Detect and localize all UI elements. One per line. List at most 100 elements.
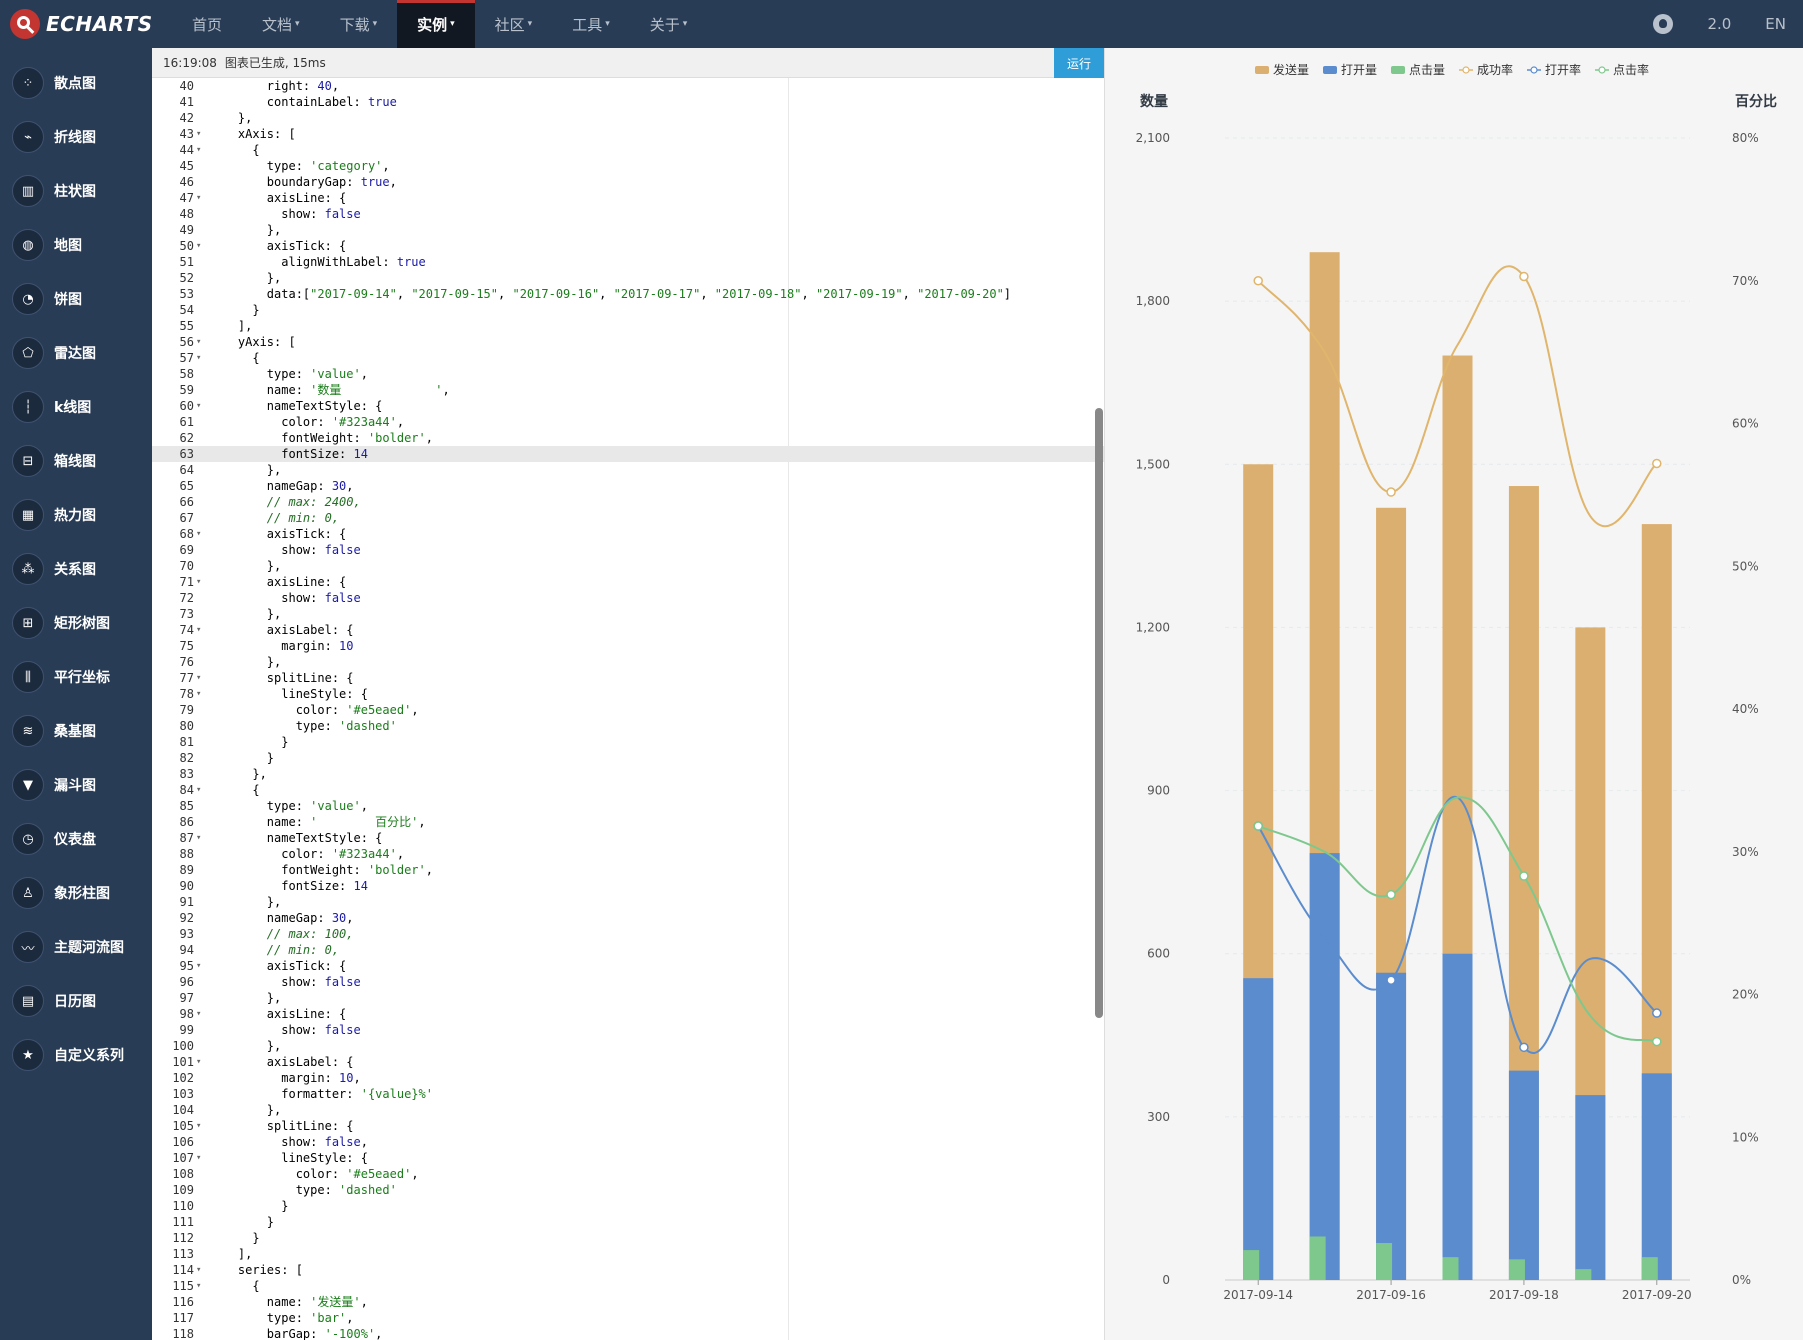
- sidebar-item-10[interactable]: ⊞ 矩形树图: [0, 596, 152, 650]
- line-number: 81: [179, 735, 194, 749]
- code-text: formatter: '{value}%': [209, 1087, 433, 1101]
- fold-toggle-icon[interactable]: ▾: [196, 1153, 202, 1163]
- fold-toggle-icon[interactable]: ▾: [196, 1265, 202, 1275]
- sidebar-item-14[interactable]: ◷ 仪表盘: [0, 812, 152, 866]
- code-text: data:["2017-09-14", "2017-09-15", "2017-…: [209, 287, 1012, 301]
- language-switch[interactable]: EN: [1765, 15, 1786, 33]
- code-editor[interactable]: 40 right: 40, 41 containLabel: true 42 }, 4…: [152, 78, 1104, 1340]
- fold-toggle-icon[interactable]: ▾: [196, 193, 202, 203]
- legend-swatch[interactable]: [1323, 66, 1337, 74]
- legend-swatch[interactable]: [1462, 66, 1470, 74]
- point-点击率[interactable]: [1386, 889, 1396, 900]
- line-number: 83: [179, 767, 194, 781]
- fold-toggle-icon[interactable]: ▾: [196, 145, 202, 155]
- fold-toggle-icon[interactable]: ▾: [196, 1121, 202, 1131]
- nav-item-3[interactable]: 实例 ▾: [397, 0, 475, 48]
- code-text: },: [209, 655, 282, 669]
- sidebar-item-17[interactable]: ▤ 日历图: [0, 974, 152, 1028]
- sidebar-item-4[interactable]: ◔ 饼图: [0, 272, 152, 326]
- legend-swatch[interactable]: [1530, 66, 1538, 74]
- version-link[interactable]: 2.0: [1707, 15, 1732, 33]
- bar-打开量[interactable]: [1309, 853, 1340, 1280]
- sidebar-item-8[interactable]: ▦ 热力图: [0, 488, 152, 542]
- sidebar-item-13[interactable]: ▼ 漏斗图: [0, 758, 152, 812]
- fold-toggle-icon[interactable]: ▾: [196, 1057, 202, 1067]
- code-line: 103 formatter: '{value}%': [152, 1086, 1104, 1102]
- point-点击率[interactable]: [1519, 871, 1529, 881]
- point-点击率[interactable]: [1652, 1036, 1662, 1047]
- nav-item-4[interactable]: 社区 ▾: [475, 0, 553, 48]
- legend-swatch[interactable]: [1391, 66, 1405, 74]
- bar-点击量[interactable]: [1508, 1259, 1525, 1280]
- print-margin: [788, 78, 789, 1340]
- legend-swatch[interactable]: [1598, 66, 1606, 74]
- bar-打开量[interactable]: [1442, 953, 1473, 1280]
- nav-item-5[interactable]: 工具 ▾: [552, 0, 630, 48]
- sidebar-item-11[interactable]: ⫼ 平行坐标: [0, 650, 152, 704]
- treemap-icon: ⊞: [12, 607, 44, 639]
- fold-toggle-icon[interactable]: ▾: [196, 673, 202, 683]
- bar-点击量[interactable]: [1442, 1257, 1459, 1280]
- bar-打开量[interactable]: [1575, 1095, 1606, 1280]
- fold-toggle-icon[interactable]: ▾: [196, 401, 202, 411]
- fold-toggle-icon[interactable]: ▾: [196, 577, 202, 587]
- github-link[interactable]: [1636, 0, 1690, 48]
- nav-item-1[interactable]: 文档 ▾: [242, 0, 320, 48]
- bar-打开量[interactable]: [1376, 972, 1407, 1280]
- fold-toggle-icon[interactable]: ▾: [196, 833, 202, 843]
- bar-打开量[interactable]: [1508, 1070, 1539, 1280]
- point-打开率[interactable]: [1652, 1008, 1662, 1018]
- fold-toggle-icon[interactable]: ▾: [196, 961, 202, 971]
- bar-打开量[interactable]: [1641, 1073, 1672, 1280]
- editor-scrollbar[interactable]: [1095, 408, 1103, 1018]
- bar-点击量[interactable]: [1376, 1243, 1393, 1280]
- legend-label: 点击率: [1613, 62, 1649, 77]
- fold-toggle-icon[interactable]: ▾: [196, 785, 202, 795]
- fold-toggle-icon[interactable]: ▾: [196, 337, 202, 347]
- point-成功率[interactable]: [1652, 458, 1662, 469]
- nav-item-2[interactable]: 下载 ▾: [320, 0, 398, 48]
- sidebar-item-1[interactable]: ⌁ 折线图: [0, 110, 152, 164]
- point-成功率[interactable]: [1253, 276, 1263, 286]
- sidebar-item-6[interactable]: ┆ k线图: [0, 380, 152, 434]
- point-打开率[interactable]: [1519, 1042, 1529, 1053]
- fold-toggle-icon[interactable]: ▾: [196, 689, 202, 699]
- bar-点击量[interactable]: [1309, 1236, 1326, 1280]
- code-line: 71 ▾ axisLine: {: [152, 574, 1104, 590]
- point-点击率[interactable]: [1253, 821, 1263, 831]
- fold-toggle-icon[interactable]: ▾: [196, 1281, 202, 1291]
- sidebar-item-5[interactable]: ⬠ 雷达图: [0, 326, 152, 380]
- fold-toggle-icon[interactable]: ▾: [196, 353, 202, 363]
- brand[interactable]: ECHARTS: [0, 0, 172, 48]
- sidebar-item-16[interactable]: 〰主题河流图: [0, 920, 152, 974]
- point-打开率[interactable]: [1386, 975, 1396, 985]
- run-button[interactable]: 运行: [1054, 48, 1104, 78]
- fold-toggle-icon[interactable]: ▾: [196, 129, 202, 139]
- fold-toggle-icon[interactable]: ▾: [196, 529, 202, 539]
- nav-item-0[interactable]: 首页: [172, 0, 242, 48]
- status-timestamp: 16:19:08: [163, 55, 217, 70]
- fold-toggle-icon[interactable]: ▾: [196, 1009, 202, 1019]
- sidebar-item-7[interactable]: ⊟ 箱线图: [0, 434, 152, 488]
- sidebar-item-9[interactable]: ⁂ 关系图: [0, 542, 152, 596]
- bar-点击量[interactable]: [1641, 1257, 1658, 1280]
- point-成功率[interactable]: [1519, 271, 1529, 282]
- sidebar-item-0[interactable]: ⁘ 散点图: [0, 56, 152, 110]
- fold-toggle-icon[interactable]: ▾: [196, 625, 202, 635]
- nav-item-6[interactable]: 关于 ▾: [630, 0, 708, 48]
- caret-down-icon: ▾: [605, 19, 610, 29]
- code-text: }: [209, 1215, 275, 1229]
- bar-点击量[interactable]: [1575, 1269, 1592, 1280]
- code-text: axisTick: {: [209, 239, 347, 253]
- fold-toggle-icon[interactable]: ▾: [196, 241, 202, 251]
- sidebar-item-18[interactable]: ★ 自定义系列: [0, 1028, 152, 1082]
- sidebar-item-12[interactable]: ≋ 桑基图: [0, 704, 152, 758]
- code-line: 56 ▾ yAxis: [: [152, 334, 1104, 350]
- legend-swatch[interactable]: [1255, 66, 1269, 74]
- bar-点击量[interactable]: [1243, 1250, 1260, 1280]
- point-成功率[interactable]: [1386, 487, 1396, 497]
- sidebar-item-2[interactable]: ▥ 柱状图: [0, 164, 152, 218]
- sidebar-item-15[interactable]: ♙ 象形柱图: [0, 866, 152, 920]
- sidebar-item-3[interactable]: ◍ 地图: [0, 218, 152, 272]
- bar-打开量[interactable]: [1243, 978, 1274, 1280]
